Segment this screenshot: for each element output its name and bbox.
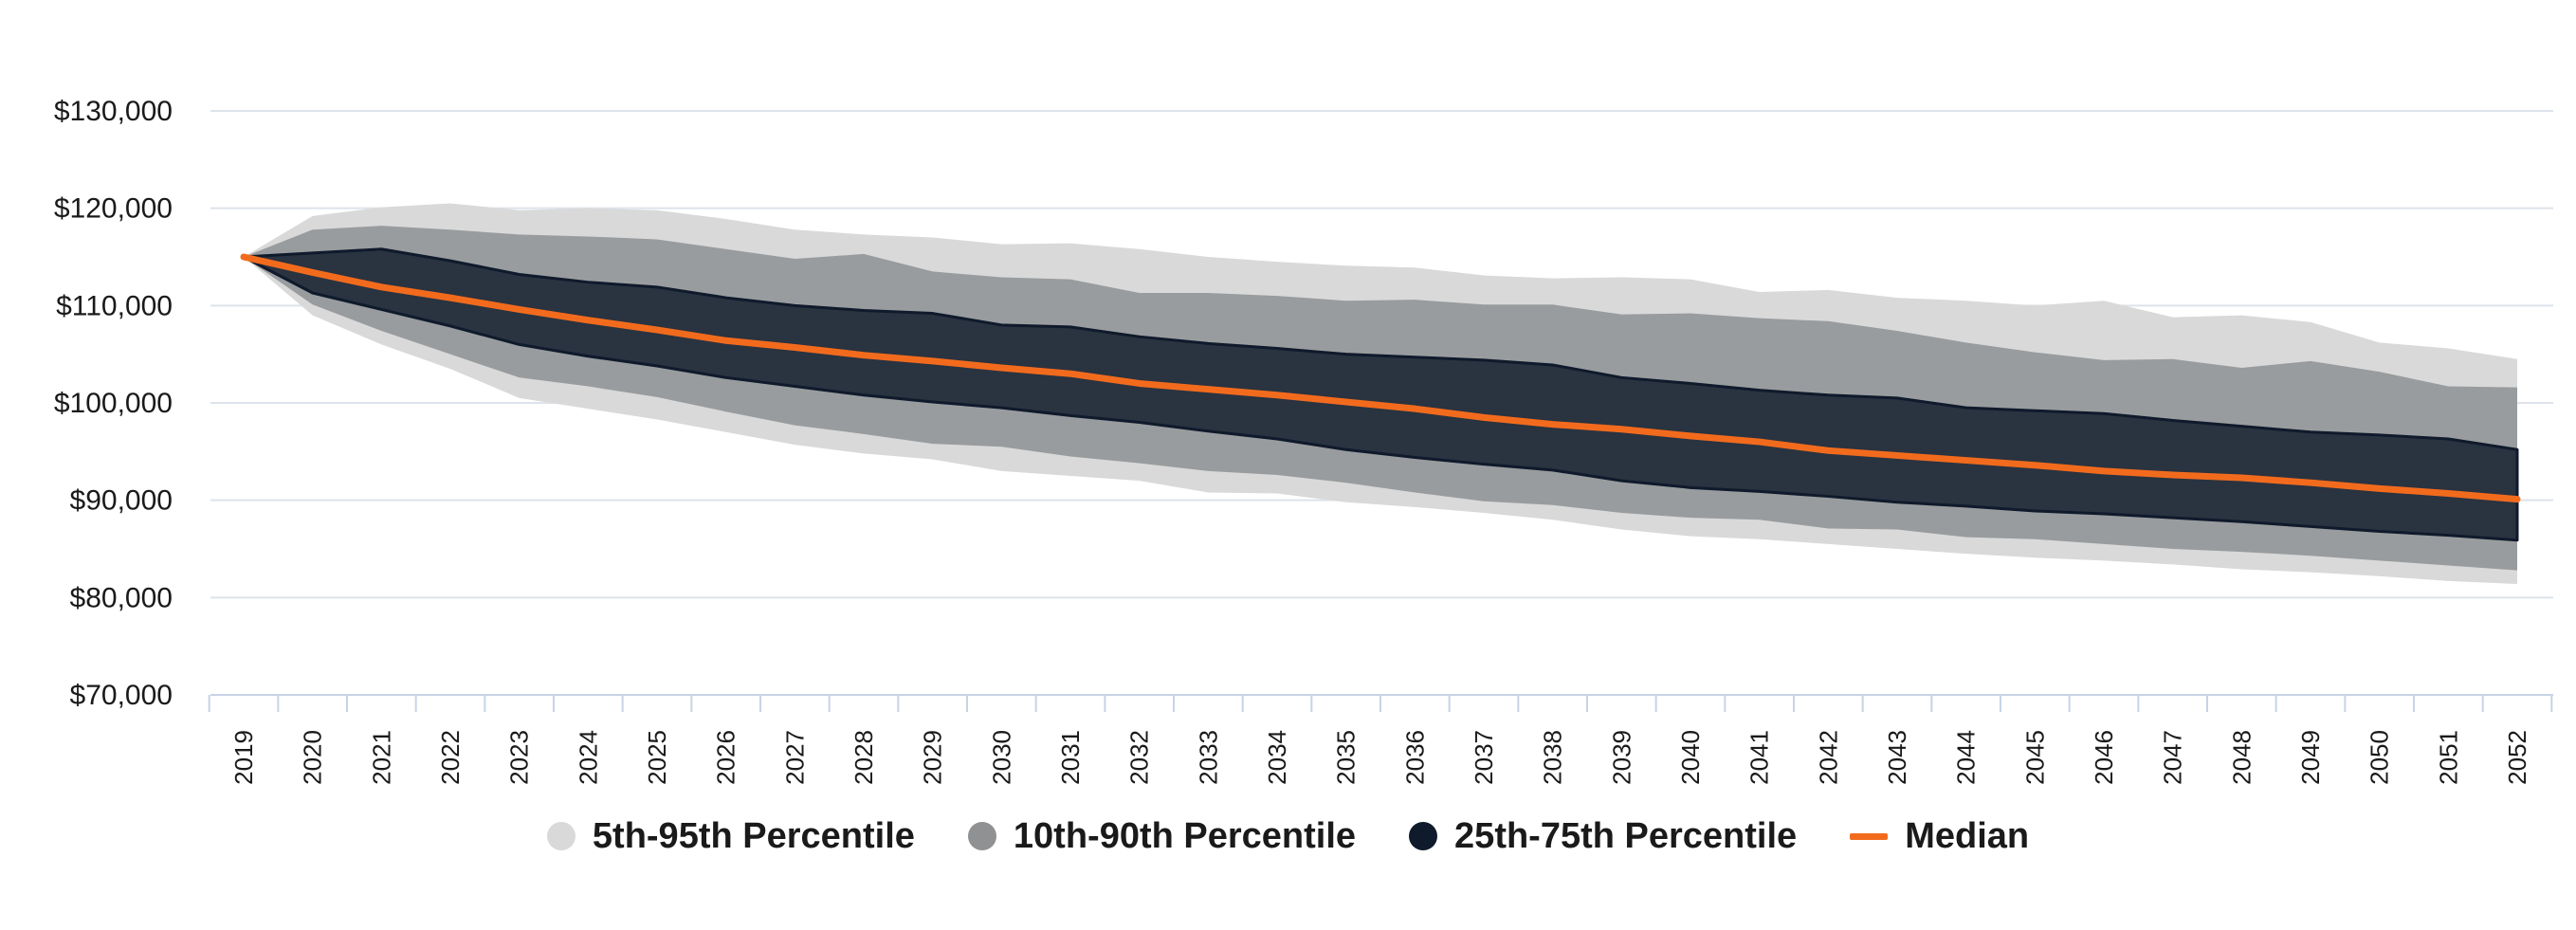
x-tick-label: 2048	[2227, 730, 2256, 785]
x-axis: 2019 2020 2021 2022 2023 2024 2025 2026 2027 2028…	[208, 694, 2553, 785]
x-tick-label: 2050	[2366, 730, 2394, 785]
median-line	[240, 253, 2521, 503]
x-tick-label: 2049	[2296, 730, 2325, 785]
y-tick-label: $80,000	[70, 582, 173, 613]
x-tick-label: 2024	[574, 730, 602, 785]
x-tick-label: 2026	[712, 730, 740, 785]
legend: 5th-95th Percentile 10th-90th Percentile…	[0, 808, 2576, 865]
x-tick-label: 2023	[505, 730, 534, 785]
legend-label-median: Median	[1905, 815, 2030, 856]
x-tick-label: 2022	[436, 730, 465, 785]
y-tick-label: $90,000	[70, 485, 173, 517]
x-tick-label: 2047	[2159, 730, 2187, 785]
x-tick-label: 2045	[2020, 730, 2049, 785]
x-tick-label: 2021	[367, 730, 395, 785]
legend-item-25-75[interactable]: 25th-75th Percentile	[1409, 816, 1797, 857]
x-tick-label: 2037	[1470, 730, 1498, 785]
x-tick-label: 2032	[1125, 730, 1154, 785]
x-tick-label: 2042	[1814, 730, 1842, 785]
legend-label-10-90: 10th-90th Percentile	[1013, 815, 1357, 856]
legend-item-5-95[interactable]: 5th-95th Percentile	[546, 815, 915, 857]
x-tick-label: 2038	[1539, 730, 1567, 785]
y-tick-label: $100,000	[54, 388, 173, 419]
y-tick-label: $110,000	[56, 290, 173, 321]
y-axis: $70,000 $80,000 $90,000 $100,000 $110,000 $12…	[54, 96, 173, 711]
band-25th-75th-percentile	[242, 247, 2519, 542]
legend-swatch-5-95	[546, 822, 575, 850]
x-tick-label: 2020	[299, 730, 327, 785]
x-tick-label: 2028	[850, 730, 878, 785]
y-tick-label: $120,000	[54, 193, 173, 225]
legend-line-median	[1850, 832, 1889, 840]
legend-label-5-95: 5th-95th Percentile	[592, 815, 915, 856]
legend-swatch-25-75	[1409, 822, 1438, 850]
y-tick-label: $70,000	[70, 680, 173, 711]
x-tick-label: 2035	[1332, 730, 1361, 785]
legend-item-median[interactable]: Median	[1850, 816, 2029, 857]
x-tick-label: 2039	[1607, 730, 1635, 785]
x-tick-label: 2031	[1056, 730, 1085, 785]
legend-item-10-90[interactable]: 10th-90th Percentile	[967, 815, 1357, 857]
x-tick-label: 2043	[1883, 730, 1911, 785]
y-tick-label: $130,000	[54, 96, 173, 127]
x-tick-label: 2041	[1745, 730, 1774, 785]
x-tick-label: 2046	[2090, 730, 2118, 785]
x-tick-label: 2036	[1400, 730, 1429, 785]
x-tick-label: 2044	[1952, 730, 1981, 785]
median-series	[240, 253, 2521, 503]
x-tick-label: 2029	[919, 730, 947, 785]
legend-swatch-10-90	[967, 822, 996, 850]
x-tick-label: 2030	[987, 730, 1015, 785]
x-tick-label: 2051	[2434, 730, 2462, 785]
x-tick-label: 2025	[643, 730, 671, 785]
percentile-bands	[242, 203, 2519, 584]
x-tick-label: 2052	[2503, 730, 2531, 785]
x-tick-label: 2019	[229, 730, 258, 785]
x-tick-label: 2033	[1194, 730, 1222, 785]
x-tick-label: 2034	[1263, 730, 1291, 785]
x-tick-label: 2040	[1676, 730, 1705, 785]
x-tick-label: 2027	[780, 730, 809, 785]
legend-label-25-75: 25th-75th Percentile	[1454, 815, 1798, 856]
